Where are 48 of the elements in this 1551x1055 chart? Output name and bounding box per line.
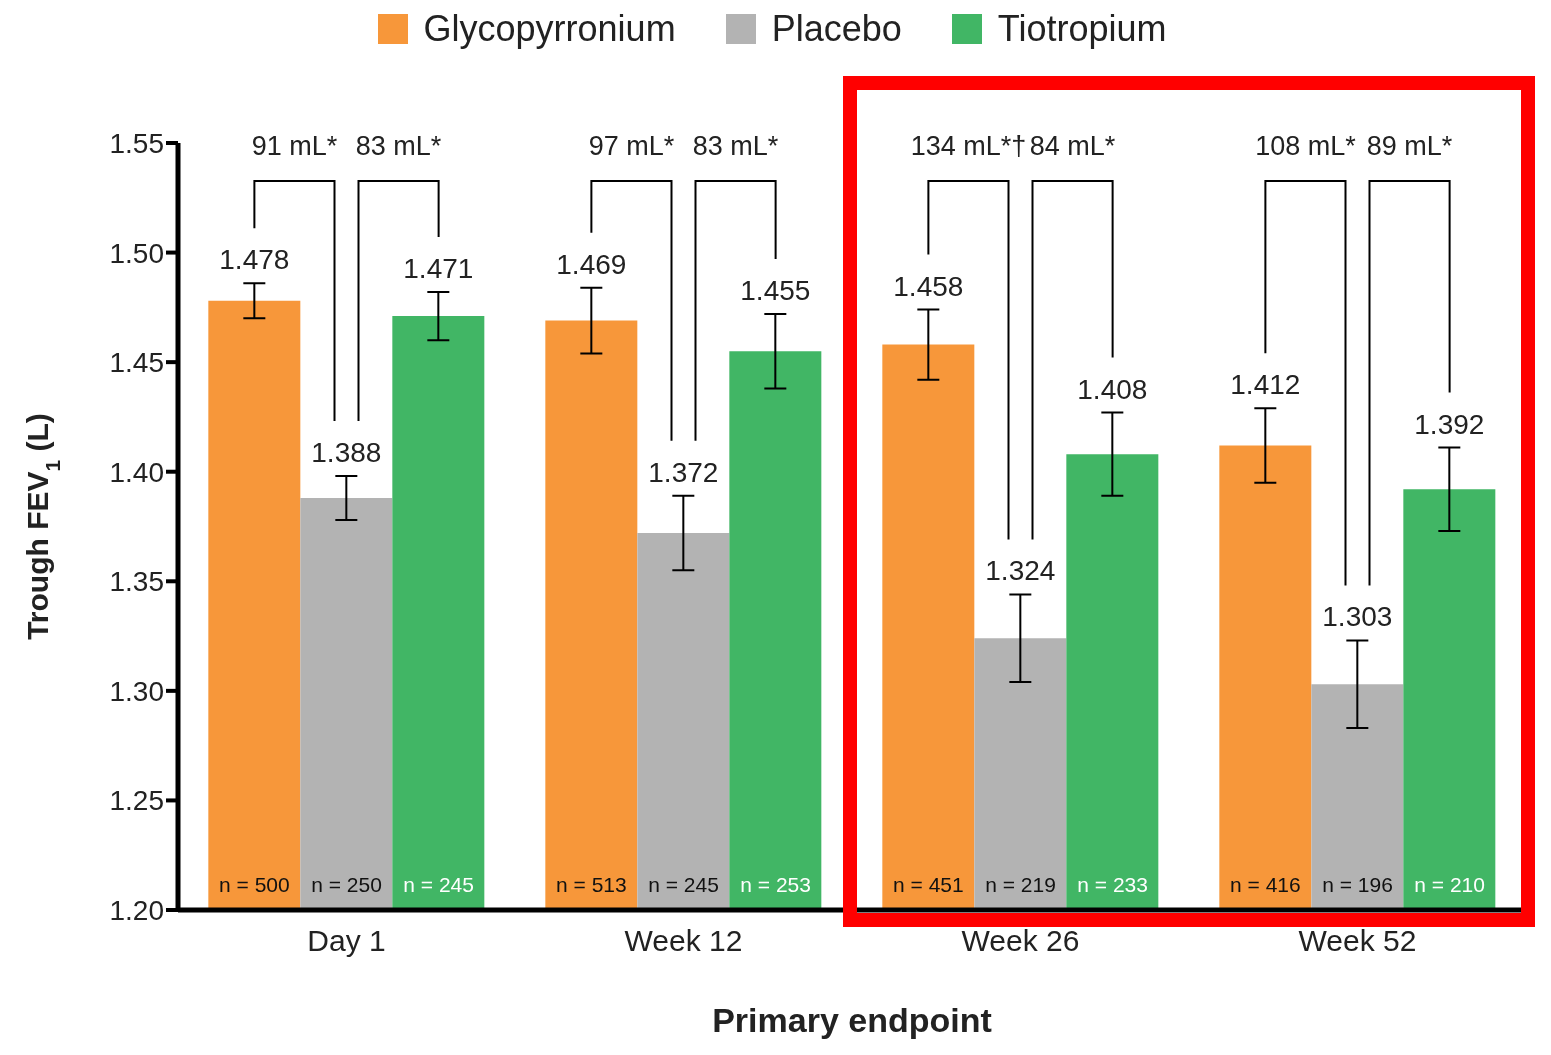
- annotation: 91 mL*: [251, 131, 338, 161]
- data-label: 1.458: [893, 270, 964, 302]
- y-tick-label: 1.20: [109, 894, 164, 926]
- x-tick-label: Week 12: [624, 924, 743, 958]
- data-label: 1.471: [403, 253, 474, 285]
- data-label: 1.324: [985, 555, 1056, 587]
- data-label: 1.303: [1322, 601, 1393, 633]
- annotation: n = 219: [985, 873, 1056, 896]
- x-tick-label: Week 26: [961, 924, 1080, 958]
- annotation: n = 233: [1077, 873, 1148, 896]
- annotation: 89 mL*: [1366, 131, 1453, 161]
- data-label: 1.372: [648, 456, 719, 488]
- annotation: 83 mL*: [355, 131, 442, 161]
- annotation: n = 451: [893, 873, 964, 896]
- legend-label: Glycopyrronium: [423, 8, 676, 50]
- y-tick-label: 1.45: [109, 347, 164, 379]
- data-label: 1.478: [219, 244, 290, 276]
- legend-label: Placebo: [771, 8, 902, 50]
- x-tick-label: Day 1: [307, 924, 386, 958]
- annotation: 83 mL*: [692, 131, 779, 161]
- data-label: 1.412: [1230, 369, 1301, 401]
- annotation: n = 245: [403, 873, 474, 896]
- x-axis-title: Primary endpoint: [712, 1001, 992, 1039]
- data-label: 1.392: [1414, 408, 1485, 440]
- legend-label: Tiotropium: [997, 8, 1167, 50]
- y-tick-label: 1.30: [109, 675, 164, 707]
- annotation: n = 513: [556, 873, 627, 896]
- annotation: n = 416: [1230, 873, 1301, 896]
- annotation: n = 500: [219, 873, 290, 896]
- data-label: 1.408: [1077, 373, 1148, 405]
- annotation: n = 253: [740, 873, 811, 896]
- y-tick-label: 1.35: [109, 566, 164, 598]
- data-label: 1.455: [740, 274, 811, 306]
- annotation: n = 245: [648, 873, 719, 896]
- annotation: n = 250: [311, 873, 382, 896]
- data-label: 1.388: [311, 437, 382, 469]
- x-tick-label: Week 52: [1298, 924, 1417, 958]
- data-label: 1.469: [556, 248, 627, 280]
- y-tick-label: 1.40: [109, 456, 164, 488]
- annotation: 108 mL*: [1255, 131, 1357, 161]
- annotation: 84 mL*: [1029, 131, 1116, 161]
- y-tick-label: 1.50: [109, 237, 164, 269]
- y-tick-label: 1.55: [109, 127, 164, 159]
- annotation: n = 210: [1414, 873, 1485, 896]
- annotation: 97 mL*: [588, 131, 675, 161]
- annotation: n = 196: [1322, 873, 1393, 896]
- y-tick-label: 1.25: [109, 785, 164, 817]
- annotation: 134 mL*†: [910, 131, 1027, 161]
